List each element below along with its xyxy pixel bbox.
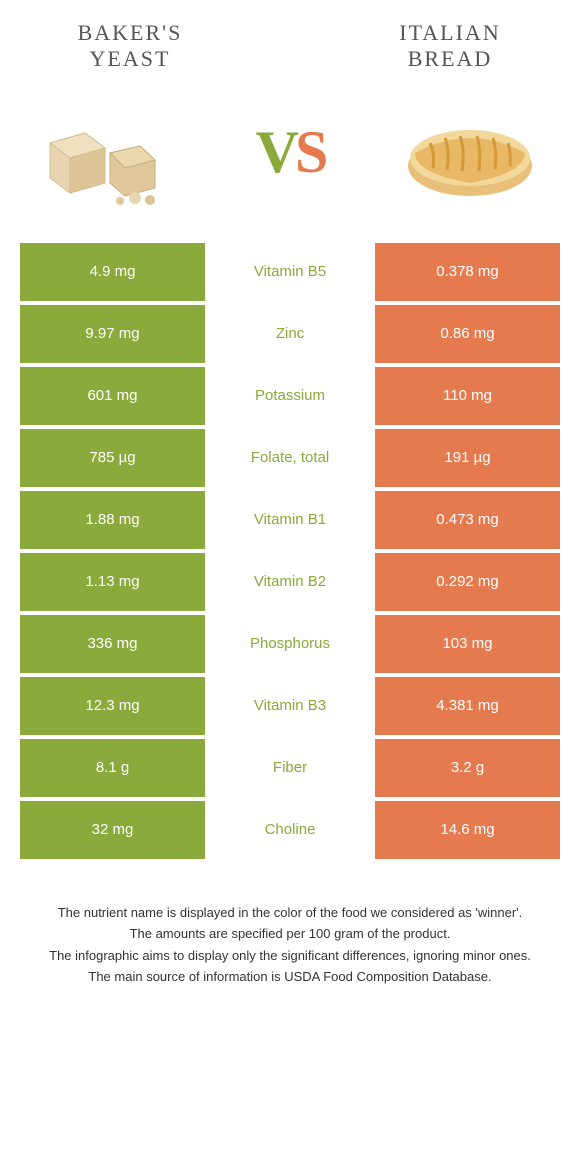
nutrient-row: 8.1 gFiber3.2 g	[20, 739, 560, 797]
footer-notes: The nutrient name is displayed in the co…	[0, 863, 580, 1009]
nutrient-name: Folate, total	[205, 429, 375, 487]
footer-line-3: The infographic aims to display only the…	[30, 946, 550, 966]
nutrient-name: Choline	[205, 801, 375, 859]
right-value: 191 µg	[375, 429, 560, 487]
left-value: 336 mg	[20, 615, 205, 673]
vs-v: V	[256, 119, 295, 185]
nutrient-table: 4.9 mgVitamin B50.378 mg9.97 mgZinc0.86 …	[0, 243, 580, 859]
left-food-image	[30, 93, 190, 213]
nutrient-name: Vitamin B5	[205, 243, 375, 301]
left-value: 32 mg	[20, 801, 205, 859]
nutrient-row: 4.9 mgVitamin B50.378 mg	[20, 243, 560, 301]
images-row: VS	[0, 83, 580, 243]
left-food-title: BAKER'S YEAST	[30, 20, 230, 73]
nutrient-row: 1.13 mgVitamin B20.292 mg	[20, 553, 560, 611]
left-value: 785 µg	[20, 429, 205, 487]
nutrient-name: Potassium	[205, 367, 375, 425]
nutrient-name: Vitamin B3	[205, 677, 375, 735]
right-value: 103 mg	[375, 615, 560, 673]
right-value: 0.86 mg	[375, 305, 560, 363]
nutrient-row: 601 mgPotassium110 mg	[20, 367, 560, 425]
right-food-title: ITALIAN BREAD	[350, 20, 550, 73]
left-value: 9.97 mg	[20, 305, 205, 363]
nutrient-row: 1.88 mgVitamin B10.473 mg	[20, 491, 560, 549]
left-value: 601 mg	[20, 367, 205, 425]
right-value: 4.381 mg	[375, 677, 560, 735]
nutrient-row: 12.3 mgVitamin B34.381 mg	[20, 677, 560, 735]
left-value: 1.13 mg	[20, 553, 205, 611]
nutrient-row: 9.97 mgZinc0.86 mg	[20, 305, 560, 363]
header: BAKER'S YEAST ITALIAN BREAD	[0, 0, 580, 83]
right-value: 3.2 g	[375, 739, 560, 797]
right-value: 14.6 mg	[375, 801, 560, 859]
footer-line-1: The nutrient name is displayed in the co…	[30, 903, 550, 923]
right-food-image	[390, 93, 550, 213]
nutrient-row: 785 µgFolate, total191 µg	[20, 429, 560, 487]
left-value: 8.1 g	[20, 739, 205, 797]
vs-label: VS	[256, 118, 325, 187]
right-value: 0.378 mg	[375, 243, 560, 301]
nutrient-row: 336 mgPhosphorus103 mg	[20, 615, 560, 673]
nutrient-name: Phosphorus	[205, 615, 375, 673]
nutrient-row: 32 mgCholine14.6 mg	[20, 801, 560, 859]
right-value: 0.473 mg	[375, 491, 560, 549]
left-value: 4.9 mg	[20, 243, 205, 301]
nutrient-name: Vitamin B1	[205, 491, 375, 549]
left-value: 1.88 mg	[20, 491, 205, 549]
nutrient-name: Fiber	[205, 739, 375, 797]
vs-s: S	[295, 119, 324, 185]
nutrient-name: Vitamin B2	[205, 553, 375, 611]
right-value: 0.292 mg	[375, 553, 560, 611]
footer-line-4: The main source of information is USDA F…	[30, 967, 550, 987]
right-value: 110 mg	[375, 367, 560, 425]
nutrient-name: Zinc	[205, 305, 375, 363]
left-value: 12.3 mg	[20, 677, 205, 735]
footer-line-2: The amounts are specified per 100 gram o…	[30, 924, 550, 944]
